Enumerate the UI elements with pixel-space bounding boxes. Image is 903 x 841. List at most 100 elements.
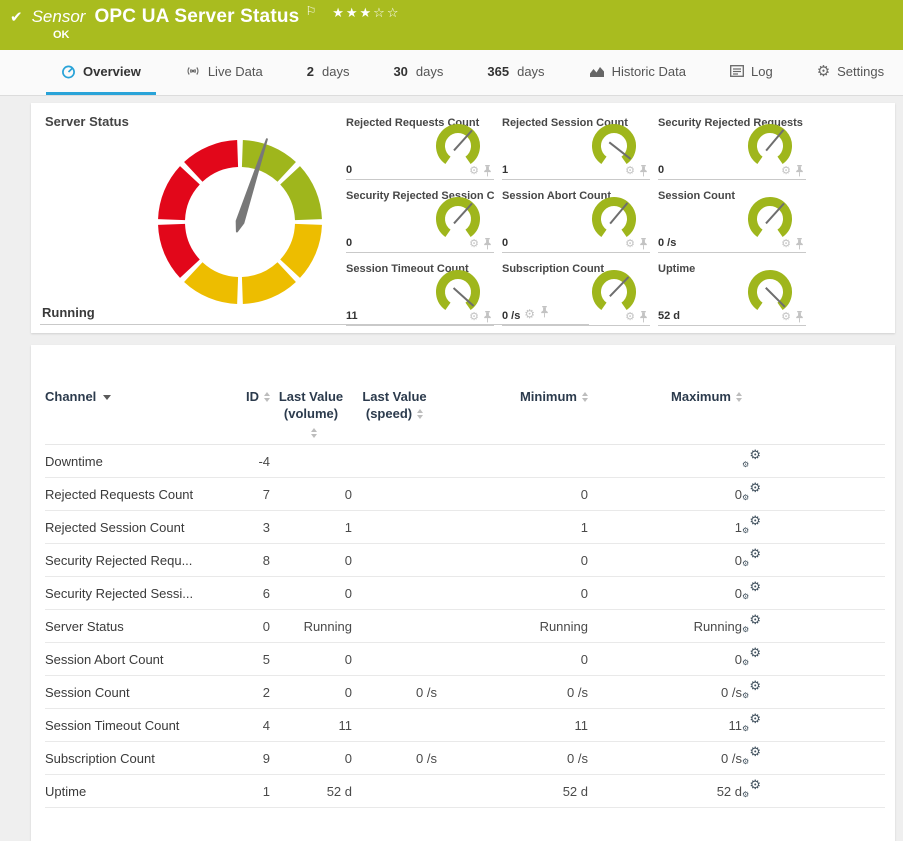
gear-icon[interactable]: ⚙ [781,312,791,323]
tab-365-days[interactable]: 365days [472,50,559,95]
tab-label: days [322,64,349,79]
cell-id: 1 [230,775,270,808]
log-icon [730,65,744,77]
channel-settings-icon[interactable]: ⚙⚙ [742,485,761,500]
channel-settings-icon[interactable]: ⚙⚙ [742,617,761,632]
tab-live-data[interactable]: Live Data [170,50,278,95]
cell-last-value-speed [352,511,437,544]
cell-channel[interactable]: Uptime [45,775,230,808]
tab-label: Log [751,64,773,79]
channel-settings-icon[interactable]: ⚙⚙ [742,716,761,731]
gear-icon[interactable]: ⚙ [625,166,635,177]
gauge-tile-7: Session Timeout Count11⚙ [346,263,494,326]
cell-channel[interactable]: Session Timeout Count [45,709,230,742]
cell-minimum: 52 d [437,775,588,808]
cell-minimum: 0 /s [437,676,588,709]
channel-settings-icon[interactable]: ⚙⚙ [742,683,761,698]
col-header-last-value-volume[interactable]: Last Value (volume) [270,388,352,445]
gear-icon[interactable]: ⚙ [469,166,479,177]
pin-icon[interactable] [483,165,492,177]
col-header-id[interactable]: ID [230,388,270,445]
gear-icon[interactable]: ⚙ [781,166,791,177]
tab-2-days[interactable]: 2days [292,50,365,95]
pin-icon[interactable] [483,311,492,323]
pin-icon[interactable] [639,311,648,323]
tab-historic-data[interactable]: Historic Data [574,50,701,95]
gauge-value: 0 /s [658,237,676,249]
tab-label: Settings [837,64,884,79]
gauge-tile-2: Rejected Session Count1⚙ [502,117,650,180]
cell-channel[interactable]: Rejected Session Count [45,511,230,544]
pin-icon[interactable] [483,238,492,250]
gauge-icon [61,64,76,79]
col-header-minimum[interactable]: Minimum [437,388,588,445]
settings-gear-icon: ⚙ [817,64,830,79]
cell-channel[interactable]: Security Rejected Requ... [45,544,230,577]
gear-icon[interactable]: ⚙ [781,239,791,250]
pin-icon[interactable] [795,165,804,177]
cell-channel[interactable]: Downtime [45,445,230,478]
cell-channel[interactable]: Security Rejected Sessi... [45,577,230,610]
table-row: Downtime-4 ⚙⚙ [45,445,885,478]
channel-settings-icon[interactable]: ⚙⚙ [742,584,761,599]
sensor-title: OPC UA Server Status [94,6,299,28]
col-header-last-value-speed[interactable]: Last Value (speed) [352,388,437,445]
cell-last-value-volume: 0 [270,676,352,709]
channel-settings-icon[interactable]: ⚙⚙ [742,518,761,533]
sort-icon [417,409,423,419]
col-header-maximum[interactable]: Maximum [588,388,742,445]
cell-channel[interactable]: Subscription Count [45,742,230,775]
pin-icon[interactable] [639,238,648,250]
tab-settings[interactable]: ⚙ Settings [802,50,899,95]
tab-label: Historic Data [612,64,686,79]
pin-icon[interactable] [795,311,804,323]
pin-icon[interactable] [795,238,804,250]
cell-channel[interactable]: Session Abort Count [45,643,230,676]
sort-icon [736,392,742,402]
cell-id: 5 [230,643,270,676]
pin-icon[interactable] [639,165,648,177]
cell-last-value-volume: 1 [270,511,352,544]
tab-30-days[interactable]: 30days [378,50,458,95]
channel-settings-icon[interactable]: ⚙⚙ [742,749,761,764]
table-row: Session Abort Count5000⚙⚙ [45,643,885,676]
cell-channel[interactable]: Rejected Requests Count [45,478,230,511]
sort-icon [311,428,317,438]
channel-settings-icon[interactable]: ⚙⚙ [742,452,761,467]
cell-channel[interactable]: Session Count [45,676,230,709]
col-header-channel[interactable]: Channel [45,388,230,445]
cell-last-value-speed [352,544,437,577]
channel-settings-icon[interactable]: ⚙⚙ [742,551,761,566]
cell-last-value-volume: Running [270,610,352,643]
tab-label: Live Data [208,64,263,79]
flag-icon[interactable]: ⚐ [305,4,316,18]
cell-last-value-speed: 0 /s [352,676,437,709]
table-row: Security Rejected Sessi...6000⚙⚙ [45,577,885,610]
channel-settings-icon[interactable]: ⚙⚙ [742,650,761,665]
status-badge: OK [53,29,70,41]
cell-maximum: 1 [588,511,742,544]
cell-minimum: 0 /s [437,742,588,775]
gear-icon[interactable]: ⚙ [625,239,635,250]
gauge-tile-9: Uptime52 d⚙ [658,263,806,326]
cell-id: -4 [230,445,270,478]
gear-icon[interactable]: ⚙ [469,239,479,250]
cell-channel[interactable]: Server Status [45,610,230,643]
cell-id: 0 [230,610,270,643]
priority-stars[interactable]: ★★★☆☆ [332,5,400,21]
channel-settings-icon[interactable]: ⚙⚙ [742,782,761,797]
cell-id: 6 [230,577,270,610]
tab-log[interactable]: Log [715,50,788,95]
sensor-kind-label: Sensor [32,7,86,27]
gear-icon[interactable]: ⚙ [469,312,479,323]
cell-id: 2 [230,676,270,709]
tab-overview[interactable]: Overview [46,50,156,95]
gauge-tile-3: Security Rejected Requests C...0⚙ [658,117,806,180]
cell-last-value-volume: 0 [270,643,352,676]
cell-id: 3 [230,511,270,544]
cell-last-value-volume: 52 d [270,775,352,808]
cell-maximum: 52 d [588,775,742,808]
cell-last-value-volume: 11 [270,709,352,742]
gear-icon[interactable]: ⚙ [625,312,635,323]
gauge-tile-6: Session Count0 /s⚙ [658,190,806,253]
